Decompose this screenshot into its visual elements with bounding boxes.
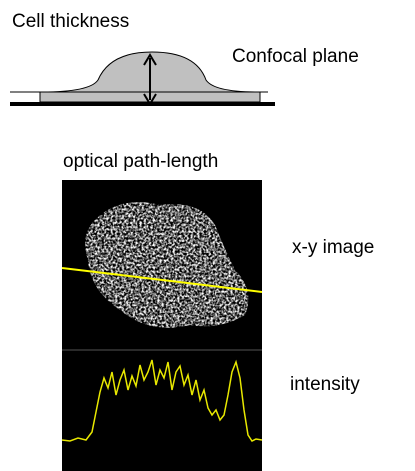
label: Confocal plane <box>232 46 359 67</box>
label: optical path-length <box>63 151 218 172</box>
diagram: Cell thickness Confocal plane optical pa… <box>0 0 415 471</box>
label: intensity <box>290 374 360 395</box>
label: Cell thickness <box>12 11 129 32</box>
label: x-y image <box>292 237 374 258</box>
